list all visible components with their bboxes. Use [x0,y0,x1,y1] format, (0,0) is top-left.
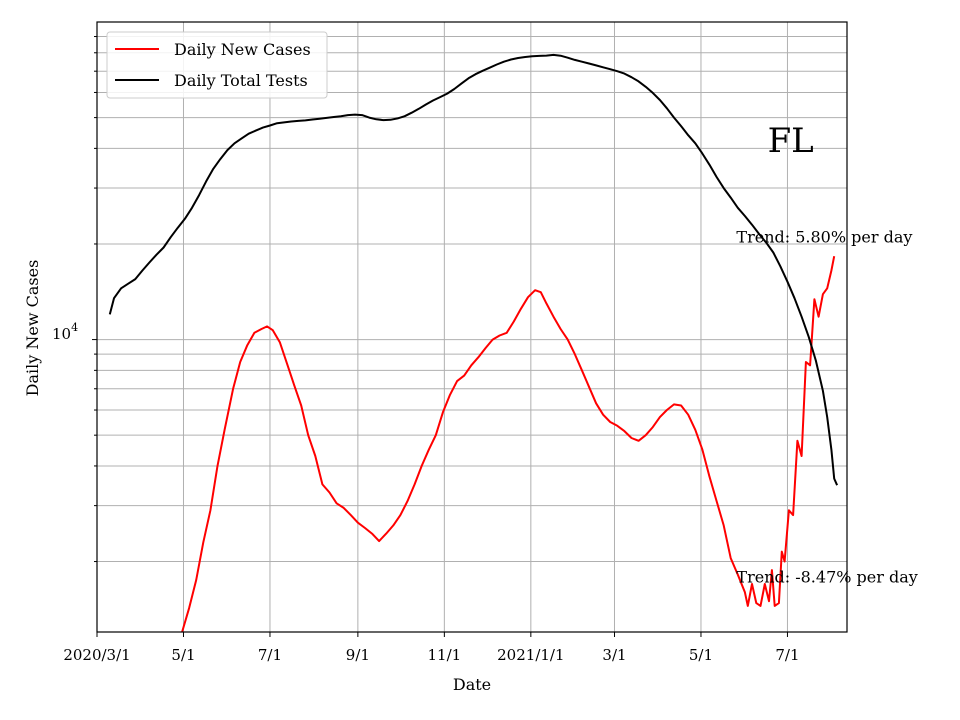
ticks [92,36,788,637]
x-tick-labels: 2020/3/1 5/1 7/1 9/1 11/1 2021/1/1 3/1 5/1 7/1 [63,646,799,664]
x-tick-label: 7/1 [775,646,799,664]
grid [96,22,847,632]
y-tick-label: 104 [52,321,78,343]
annotations: Trend: 5.80% per day Trend: -8.47% per da… [736,121,917,586]
x-tick-label: 5/1 [171,646,195,664]
series-line-daily-new-cases [181,256,836,632]
series-group [108,53,839,632]
y-tick-label-exponent: 4 [71,321,78,334]
state-label: FL [768,121,814,161]
y-axis-label: Daily New Cases [23,260,42,397]
y-tick-label-base: 10 [52,325,71,343]
x-tick-label: 2020/3/1 [63,646,130,664]
x-tick-label: 2021/1/1 [497,646,564,664]
trend-annotation: Trend: 5.80% per day [736,228,912,247]
x-axis-label: Date [453,675,491,694]
plot-frame [96,21,848,633]
legend: Daily New Cases Daily Total Tests [106,31,328,99]
legend-label-total-tests: Daily Total Tests [174,71,308,90]
series-line-daily-total-tests [108,53,839,486]
legend-box [106,31,328,99]
x-tick-label: 7/1 [258,646,282,664]
x-tick-label: 5/1 [689,646,713,664]
trend-annotation: Trend: -8.47% per day [736,567,917,586]
x-tick-label: 11/1 [428,646,462,664]
legend-label-new-cases: Daily New Cases [174,40,311,59]
x-tick-label: 3/1 [602,646,626,664]
x-tick-label: 9/1 [346,646,370,664]
